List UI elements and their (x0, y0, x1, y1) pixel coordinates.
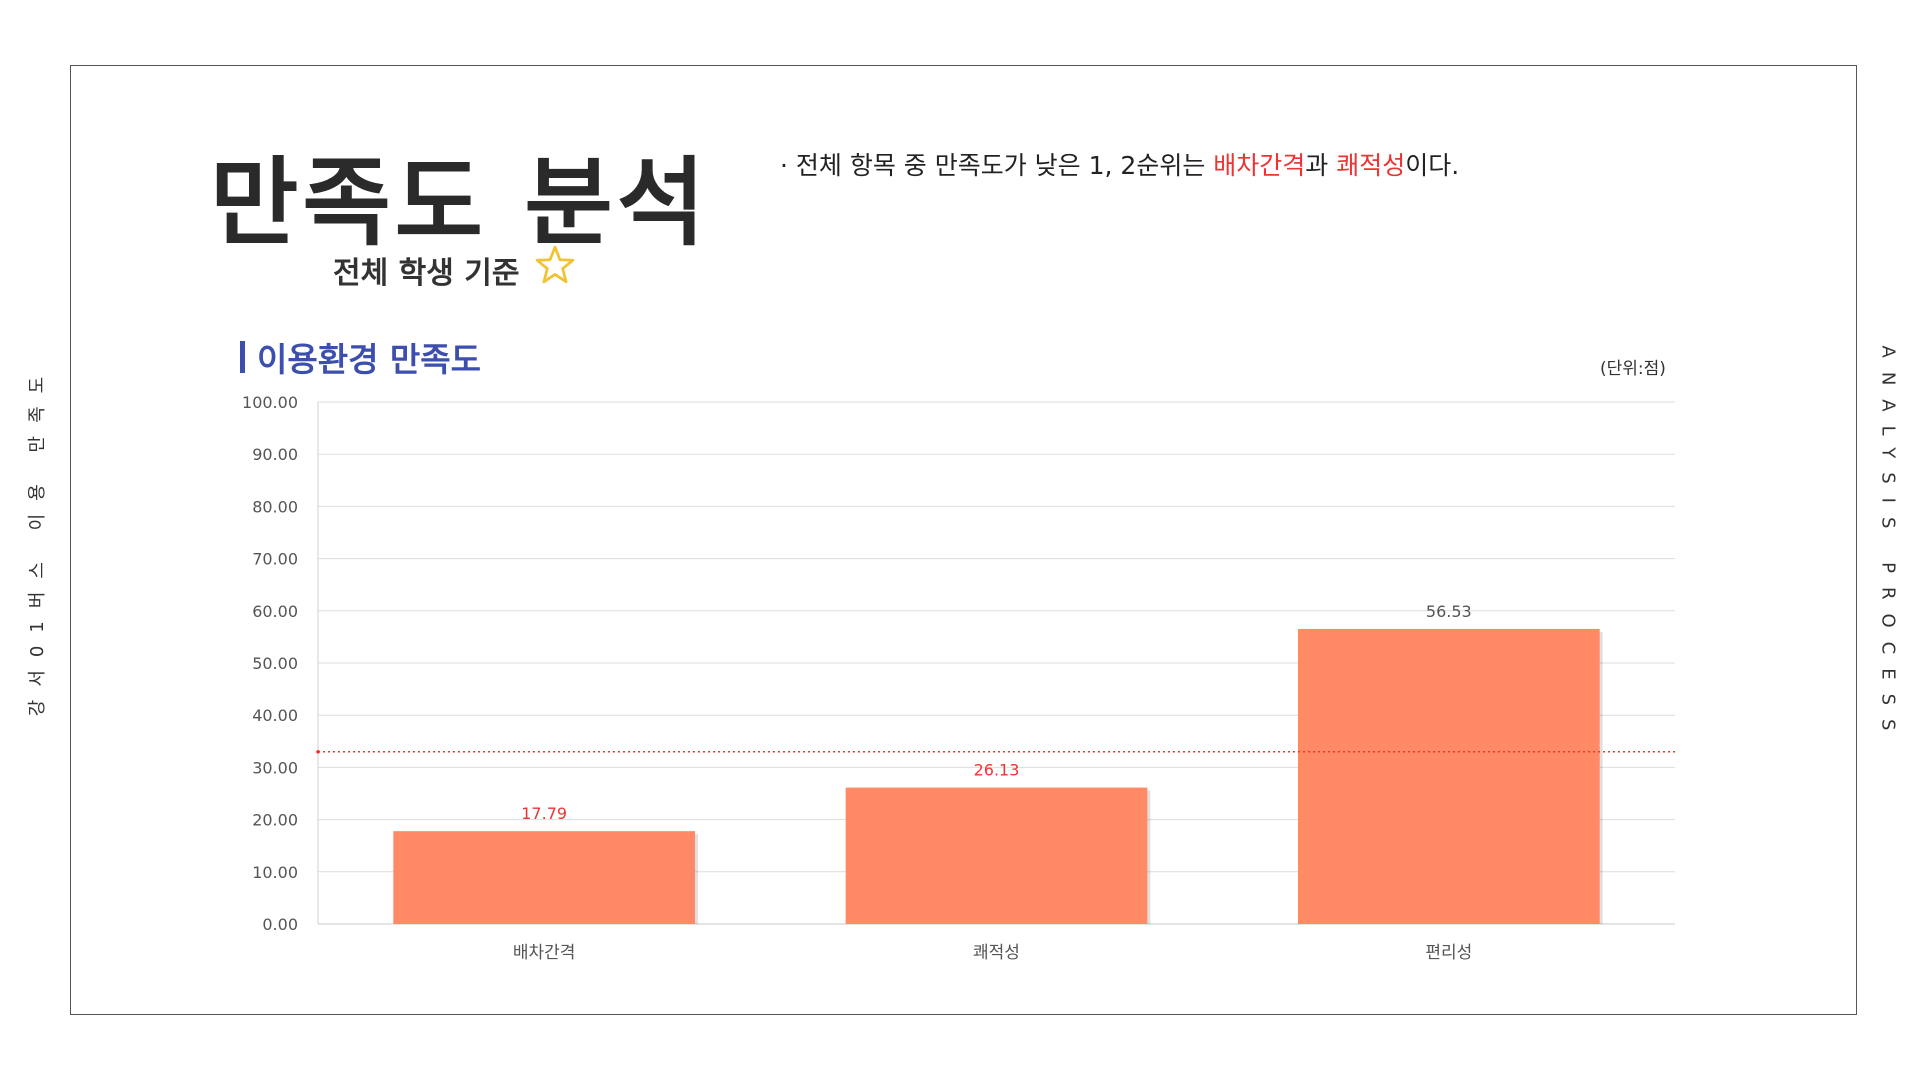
summary-note: · 전체 항목 중 만족도가 낮은 1, 2순위는 배차간격과 쾌적성이다. (780, 146, 1459, 182)
side-label-right-text: ANALYSIS PROCESS (1877, 345, 1899, 745)
page-title: 만족도 분석 (210, 147, 710, 259)
page-subtitle: 전체 학생 기준 (333, 256, 520, 291)
section-title: 이용환경 만족도 (240, 333, 481, 381)
side-label-left: 강서01버스 이용 만족도 (23, 360, 49, 720)
summary-note-middle: 과 (1305, 151, 1337, 180)
section-title-bar (240, 341, 245, 373)
summary-note-prefix: · 전체 항목 중 만족도가 낮은 1, 2순위는 (780, 151, 1214, 180)
summary-highlight-comfort: 쾌적성 (1336, 151, 1406, 180)
side-label-right: ANALYSIS PROCESS (1875, 325, 1901, 765)
star-outline-icon (535, 245, 575, 284)
content-frame (70, 65, 1857, 1015)
summary-highlight-interval: 배차간격 (1213, 151, 1306, 180)
side-label-left-text: 강서01버스 이용 만족도 (27, 363, 48, 717)
summary-note-suffix: 이다. (1405, 151, 1460, 180)
unit-label: (단위:점) (1600, 359, 1666, 379)
section-title-text: 이용환경 만족도 (257, 340, 482, 379)
